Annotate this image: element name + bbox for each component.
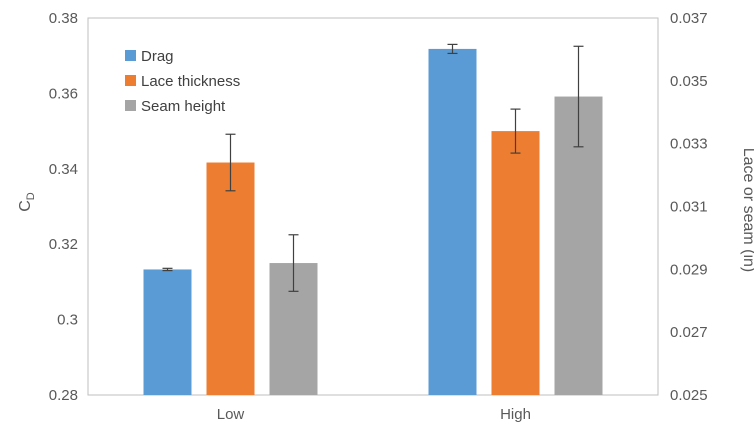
left-axis-tick-labels: 0.28 0.3 0.32 0.34 0.36 0.38 [49,10,78,404]
right-tick-label: 0.029 [670,261,708,278]
x-tick-label: Low [217,406,245,423]
left-tick-label: 0.34 [49,161,78,178]
right-axis-tick-labels: 0.025 0.027 0.029 0.031 0.033 0.035 0.037 [670,10,708,404]
right-axis-title: Lace or seam (in) [740,148,754,273]
legend-swatch [125,75,136,86]
left-tick-label: 0.32 [49,236,78,253]
left-axis-title: CD [17,192,37,212]
right-tick-label: 0.033 [670,136,708,153]
right-tick-label: 0.037 [670,10,708,27]
left-tick-label: 0.38 [49,10,78,27]
legend: Drag Lace thickness Seam height [125,48,240,115]
right-tick-label: 0.031 [670,199,708,216]
plot-area [87,17,659,396]
bar [206,162,255,395]
legend-swatch [125,100,136,111]
right-tick-label: 0.025 [670,387,708,404]
right-tick-label: 0.027 [670,324,708,341]
legend-label: Drag [141,48,174,65]
bar [143,269,192,395]
bar [491,131,540,395]
left-tick-label: 0.28 [49,387,78,404]
legend-swatch [125,50,136,61]
legend-label: Lace thickness [141,73,240,90]
x-tick-label: High [500,406,531,423]
legend-label: Seam height [141,98,226,115]
right-tick-label: 0.035 [670,73,708,90]
bar [428,48,477,395]
left-tick-label: 0.36 [49,85,78,102]
x-axis-tick-labels: Low High [217,406,531,423]
plot-border [87,17,659,396]
left-tick-label: 0.3 [57,312,78,329]
error-bars-layer [162,43,584,292]
